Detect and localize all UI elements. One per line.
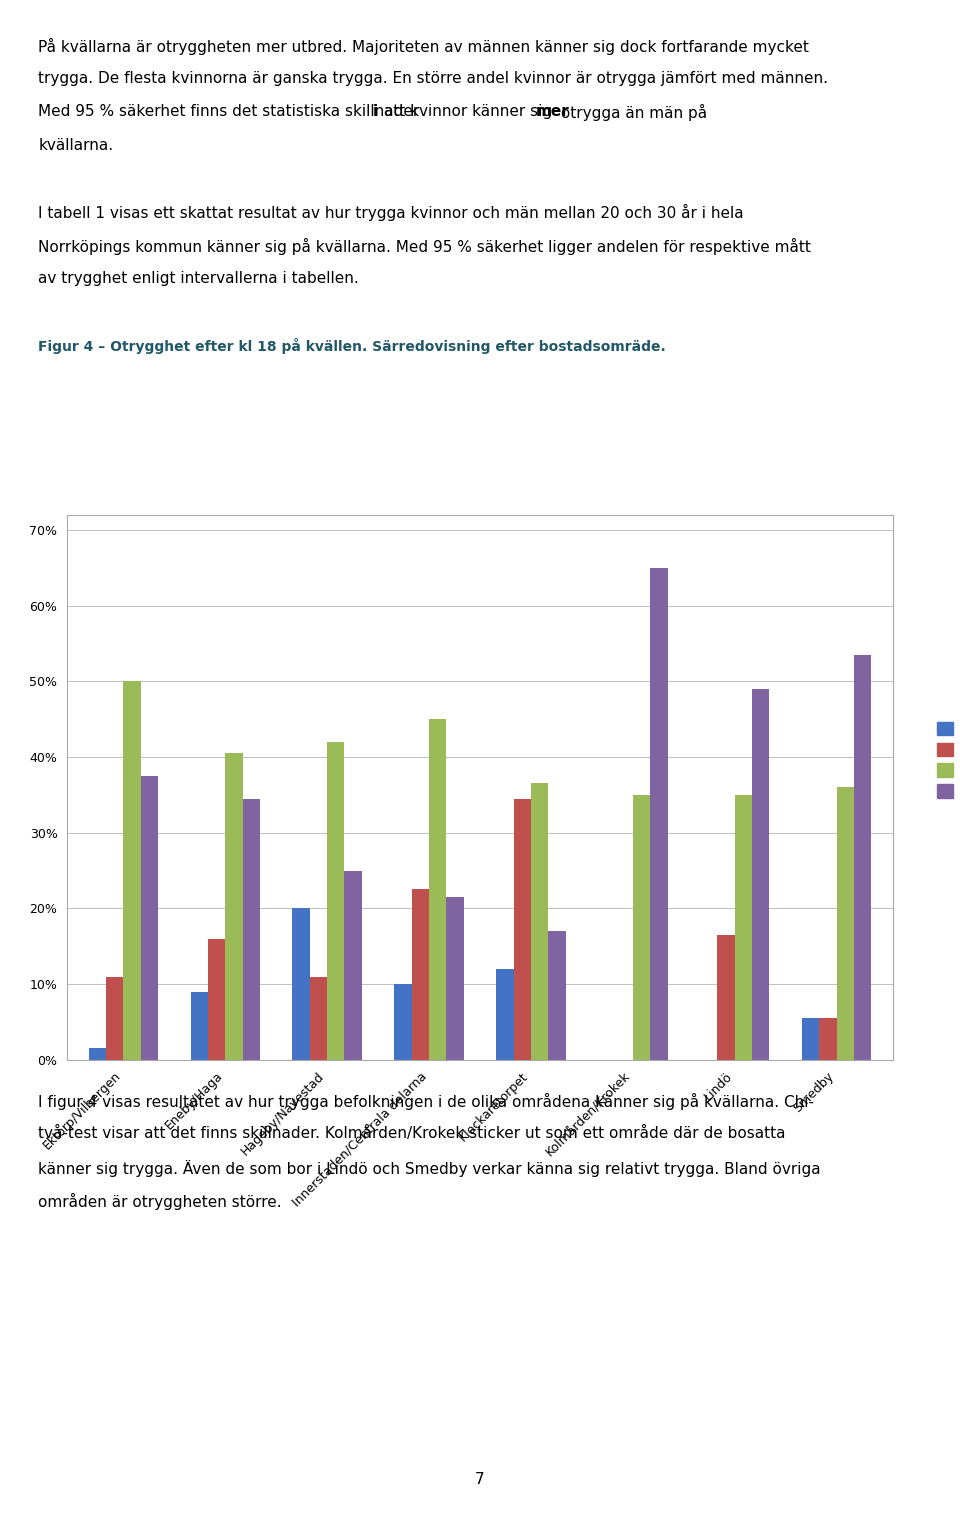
Bar [310,977,327,1060]
Bar [837,787,854,1060]
Bar [226,754,243,1060]
Text: otrygga än män på: otrygga än män på [556,104,707,121]
Text: I tabell 1 visas ett skattat resultat av hur trygga kvinnor och män mellan 20 oc: I tabell 1 visas ett skattat resultat av… [38,204,744,221]
Bar [514,799,531,1060]
Text: av trygghet enligt intervallerna i tabellen.: av trygghet enligt intervallerna i tabel… [38,271,359,286]
Bar [548,931,565,1060]
Legend: Mycket otrygg, Ganska otrygg, Ganska trygg, Mycket trygg: Mycket otrygg, Ganska otrygg, Ganska try… [931,715,960,805]
Bar [752,689,770,1060]
Bar [496,969,514,1060]
Bar [446,896,464,1060]
Bar [820,1017,837,1060]
Text: Figur 4 – Otrygghet efter kl 18 på kvällen. Särredovisning efter bostadsomräde.: Figur 4 – Otrygghet efter kl 18 på kväll… [38,338,666,354]
Bar [243,799,260,1060]
Bar [327,742,345,1060]
Bar [429,719,446,1060]
Bar [345,871,362,1060]
Bar [190,992,208,1060]
Bar [734,795,752,1060]
Bar [717,934,734,1060]
Text: i: i [372,104,377,120]
Bar [531,784,548,1060]
Text: kvällarna.: kvällarna. [38,138,113,153]
Bar [650,568,667,1060]
Text: Med 95 % säkerhet finns det statistiska skillnader: Med 95 % säkerhet finns det statistiska … [38,104,424,120]
Bar [633,795,650,1060]
Text: På kvällarna är otryggheten mer utbred. Majoriteten av männen känner sig dock fo: På kvällarna är otryggheten mer utbred. … [38,38,809,55]
Bar [854,654,872,1060]
Text: att kvinnor känner sig: att kvinnor känner sig [379,104,557,120]
Bar [88,1048,106,1060]
Text: mer: mer [536,104,569,120]
Text: områden är otryggheten större.: områden är otryggheten större. [38,1193,282,1210]
Text: känner sig trygga. Även de som bor i Lindö och Smedby verkar känna sig relativt : känner sig trygga. Även de som bor i Lin… [38,1160,821,1176]
Bar [106,977,123,1060]
Bar [412,890,429,1060]
Text: Norrköpings kommun känner sig på kvällarna. Med 95 % säkerhet ligger andelen för: Norrköpings kommun känner sig på kvällar… [38,238,811,254]
Text: trygga. De flesta kvinnorna är ganska trygga. En större andel kvinnor är otrygga: trygga. De flesta kvinnorna är ganska tr… [38,71,828,86]
Text: I figur 4 visas resultatet av hur trygga befolkningen i de olika områdena känner: I figur 4 visas resultatet av hur trygga… [38,1093,814,1110]
Bar [140,777,157,1060]
Bar [395,984,412,1060]
Bar [293,908,310,1060]
Bar [208,939,226,1060]
Text: 7: 7 [475,1472,485,1487]
Bar [123,681,140,1060]
Text: två-test visar att det finns skillnader. Kolmården/Krokek sticker ut som ett omr: två-test visar att det finns skillnader.… [38,1126,786,1142]
Bar [803,1017,820,1060]
